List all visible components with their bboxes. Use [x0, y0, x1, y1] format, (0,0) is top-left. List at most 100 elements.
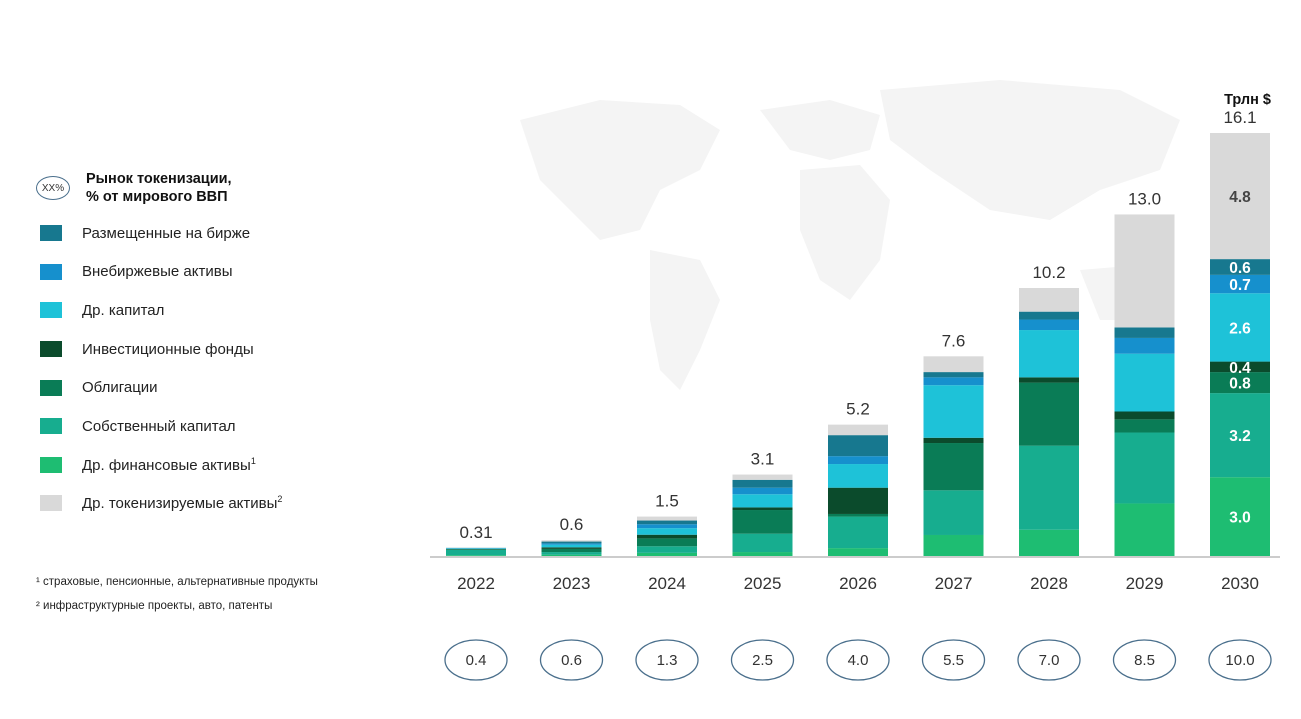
legend-label: Инвестиционные фонды: [82, 341, 254, 358]
legend-item: Размещенные на бирже: [36, 214, 396, 253]
legend-title: Рынок токенизации, % от мирового ВВП: [86, 170, 232, 206]
bar-segment: [1210, 361, 1270, 373]
bar-segment: [1210, 274, 1270, 294]
bar-segment: [446, 555, 506, 556]
bar-total-label: 16.1: [1223, 108, 1256, 127]
bars: 0.31 2022 0.4 0.6 2023 0.6 1.5 2024 1.3 3.1 2025 2.…: [444, 108, 1272, 681]
bar-segment: [1019, 382, 1079, 446]
bar-segment: [828, 464, 888, 488]
gdp-percent-label: 4.0: [848, 652, 869, 669]
unit-label: Трлн $: [1224, 92, 1271, 108]
legend-label: Др. капитал: [82, 302, 164, 319]
legend-swatch: [40, 341, 62, 358]
bar-segment: [923, 437, 984, 444]
gdp-percent-oval-icon: XX%: [36, 176, 70, 200]
bar-segment: [1210, 393, 1270, 478]
bar-segment: [1210, 293, 1270, 362]
bar-segment: [1019, 529, 1079, 556]
legend-item: Др. капитал: [36, 291, 396, 330]
bar-segment: [923, 490, 984, 535]
legend-swatch: [40, 302, 62, 319]
bar-segment: [1114, 419, 1175, 433]
legend-item: Облигации: [36, 368, 396, 407]
world-map-background: [520, 80, 1180, 390]
bar-segment: [1114, 327, 1175, 338]
bar-segment: [637, 538, 697, 547]
x-tick-label: 2022: [457, 574, 495, 593]
bar-segment: [541, 543, 602, 545]
segment-value-label: 0.7: [1229, 277, 1251, 294]
x-tick-label: 2025: [744, 574, 782, 593]
bar-segment: [732, 510, 793, 534]
gdp-percent-oval: [826, 639, 890, 681]
footnote-2: ² инфраструктурные проекты, авто, патент…: [36, 600, 273, 612]
legend-swatch: [40, 379, 62, 396]
bar-segment: [923, 534, 984, 556]
bar-segment: [732, 479, 793, 488]
bar-segment: [732, 487, 793, 495]
legend-swatch: [40, 225, 62, 242]
gdp-percent-oval: [921, 639, 986, 681]
bar-segment: [1019, 377, 1079, 383]
legend-item: Др. токенизируемые активы2: [36, 484, 396, 523]
bar-segment: [541, 540, 602, 542]
x-tick-label: 2023: [553, 574, 591, 593]
bar-segment: [637, 524, 697, 529]
bar-segment: [923, 443, 984, 491]
bar-segment: [732, 474, 793, 480]
gdp-percent-oval: [1017, 639, 1081, 681]
gdp-percent-oval: [730, 639, 795, 681]
legend-title-line2: % от мирового ВВП: [86, 189, 228, 205]
gdp-percent-label: 0.4: [466, 652, 487, 669]
legend-label: Др. токенизируемые активы2: [82, 494, 282, 512]
bar-segment: [923, 377, 984, 386]
segment-value-label: 3.0: [1229, 510, 1251, 527]
legend-swatch: [40, 456, 62, 473]
bar-segment: [923, 356, 984, 373]
bar-segment: [828, 548, 888, 556]
legend-label: Размещенные на бирже: [82, 225, 250, 242]
bar-total-label: 13.0: [1128, 189, 1161, 208]
x-tick-label: 2028: [1030, 574, 1068, 593]
legend-label: Облигации: [82, 379, 158, 396]
bar-segment: [446, 548, 506, 549]
gdp-percent-oval: [1112, 639, 1177, 681]
legend-swatch: [40, 495, 62, 512]
bar-segment: [1210, 372, 1270, 394]
legend-label-text: Внебиржевые активы: [82, 263, 233, 281]
bar-segment: [1114, 411, 1175, 420]
bar-segment: [732, 494, 793, 508]
bar-segment: [1019, 330, 1079, 378]
bar-segment: [637, 528, 697, 535]
bar-segment: [732, 507, 793, 511]
segment-value-label: 2.6: [1229, 320, 1251, 337]
bar-total-label: 3.1: [751, 450, 775, 469]
footnotes: ¹ страховые, пенсионные, альтернативные …: [36, 570, 318, 618]
legend-label-text: Размещенные на бирже: [82, 224, 251, 242]
bar-total-label: 1.5: [655, 492, 679, 511]
bar-segment: [1114, 214, 1175, 328]
bar-segment: [541, 548, 602, 553]
segment-value-label: 0.8: [1229, 376, 1251, 393]
gdp-percent-label: 2.5: [752, 652, 773, 669]
footnote-1: ¹ страховые, пенсионные, альтернативные …: [36, 576, 318, 588]
gdp-percent-label: 5.5: [943, 652, 964, 669]
bar-segment: [541, 541, 602, 544]
legend-label-text: Др. капитал: [82, 301, 165, 319]
bar-segment: [1210, 477, 1270, 556]
gdp-percent-oval: [539, 639, 604, 681]
bar-segment: [828, 516, 888, 549]
legend-item: Собственный капитал: [36, 407, 396, 446]
x-tick-label: 2026: [839, 574, 877, 593]
bar-segment: [1019, 445, 1079, 530]
gdp-percent-label: 8.5: [1134, 652, 1155, 669]
x-tick-label: 2030: [1221, 574, 1259, 593]
legend-items: Размещенные на бирже Внебиржевые активы Др…: [36, 214, 396, 523]
legend-label-text: Др. финансовые активы: [82, 456, 251, 474]
legend-item: Внебиржевые активы: [36, 253, 396, 292]
legend-label: Собственный капитал: [82, 418, 236, 435]
bar-segment: [828, 424, 888, 436]
bar-segment: [541, 554, 602, 556]
bar-segment: [1210, 259, 1270, 275]
